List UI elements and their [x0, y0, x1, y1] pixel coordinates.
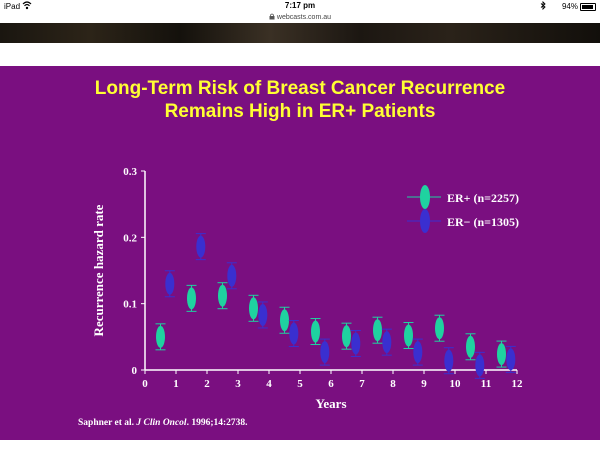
data-point — [435, 317, 444, 340]
x-axis-label: Years — [315, 396, 346, 411]
data-point — [413, 341, 423, 364]
data-point — [404, 324, 413, 347]
data-point — [289, 322, 299, 345]
slide: Long-Term Risk of Breast Cancer Recurren… — [0, 66, 600, 440]
data-point — [165, 272, 175, 295]
legend-marker — [420, 185, 430, 209]
data-point — [258, 303, 268, 326]
page-bottom — [0, 440, 600, 450]
data-point — [506, 348, 516, 371]
url-bar[interactable]: webcasts.com.au — [0, 13, 600, 23]
data-point — [373, 319, 382, 342]
series-er-negative — [164, 233, 516, 379]
data-point — [156, 325, 165, 348]
page-spacer — [0, 43, 600, 66]
wifi-icon — [22, 1, 32, 12]
y-tick-label: 0.2 — [123, 232, 137, 244]
data-point — [444, 349, 454, 372]
data-point — [218, 284, 227, 307]
series-er-positive — [155, 282, 507, 368]
y-tick-label: 0.1 — [123, 299, 137, 311]
status-bar: iPad 7:17 pm 94% — [0, 0, 600, 14]
citation-suffix: . 1996;14:2738. — [186, 418, 248, 428]
video-frame — [0, 23, 600, 43]
x-tick-label: 11 — [481, 378, 491, 390]
slide-title-line1: Long-Term Risk of Breast Cancer Recurren… — [94, 78, 506, 99]
slide-title-line2: Remains High in ER+ Patients — [164, 101, 436, 122]
x-tick-label: 12 — [512, 378, 524, 390]
legend-label: ER+ (n=2257) — [447, 191, 519, 205]
data-point — [497, 343, 506, 366]
lock-icon — [269, 13, 277, 21]
citation: Saphner et al. J Clin Oncol. 1996;14:273… — [78, 418, 248, 428]
data-point — [311, 320, 320, 343]
citation-journal: J Clin Oncol — [136, 418, 187, 428]
device-label: iPad — [4, 2, 21, 11]
y-axis-label: Recurrence hazard rate — [91, 204, 106, 336]
x-tick-label: 9 — [421, 378, 427, 390]
url-text[interactable]: webcasts.com.au — [276, 14, 332, 21]
x-tick-label: 1 — [173, 378, 179, 390]
data-point — [187, 287, 196, 310]
battery-percent: 94% — [561, 2, 578, 11]
x-tick-label: 3 — [235, 378, 241, 390]
data-point — [342, 325, 351, 348]
y-tick-label: 0.3 — [123, 166, 137, 178]
legend-marker — [420, 209, 430, 233]
bluetooth-icon — [540, 0, 546, 12]
x-tick-label: 4 — [266, 378, 272, 390]
data-point — [466, 335, 475, 358]
data-point — [475, 354, 485, 377]
data-point — [351, 332, 361, 355]
data-point — [196, 235, 206, 258]
x-tick-label: 7 — [359, 378, 365, 390]
legend-label: ER− (n=1305) — [447, 215, 519, 229]
x-tick-label: 2 — [204, 378, 210, 390]
data-point — [249, 297, 258, 320]
x-tick-label: 0 — [142, 378, 148, 390]
citation-prefix: Saphner et al. — [78, 418, 137, 428]
x-tick-label: 8 — [390, 378, 396, 390]
x-tick-label: 5 — [297, 378, 303, 390]
data-point — [382, 331, 392, 354]
data-point — [320, 341, 330, 364]
x-tick-label: 6 — [328, 378, 334, 390]
hazard-chart: 0 1 2 3 4 5 6 7 8 9 10 11 1200.10.20.3YearsRecurrenc… — [91, 166, 524, 411]
y-tick-label: 0 — [132, 365, 138, 377]
x-tick-label: 10 — [450, 378, 462, 390]
battery-icon — [580, 3, 596, 11]
data-point — [280, 309, 289, 332]
clock: 7:17 pm — [284, 1, 316, 10]
data-point — [227, 264, 237, 287]
